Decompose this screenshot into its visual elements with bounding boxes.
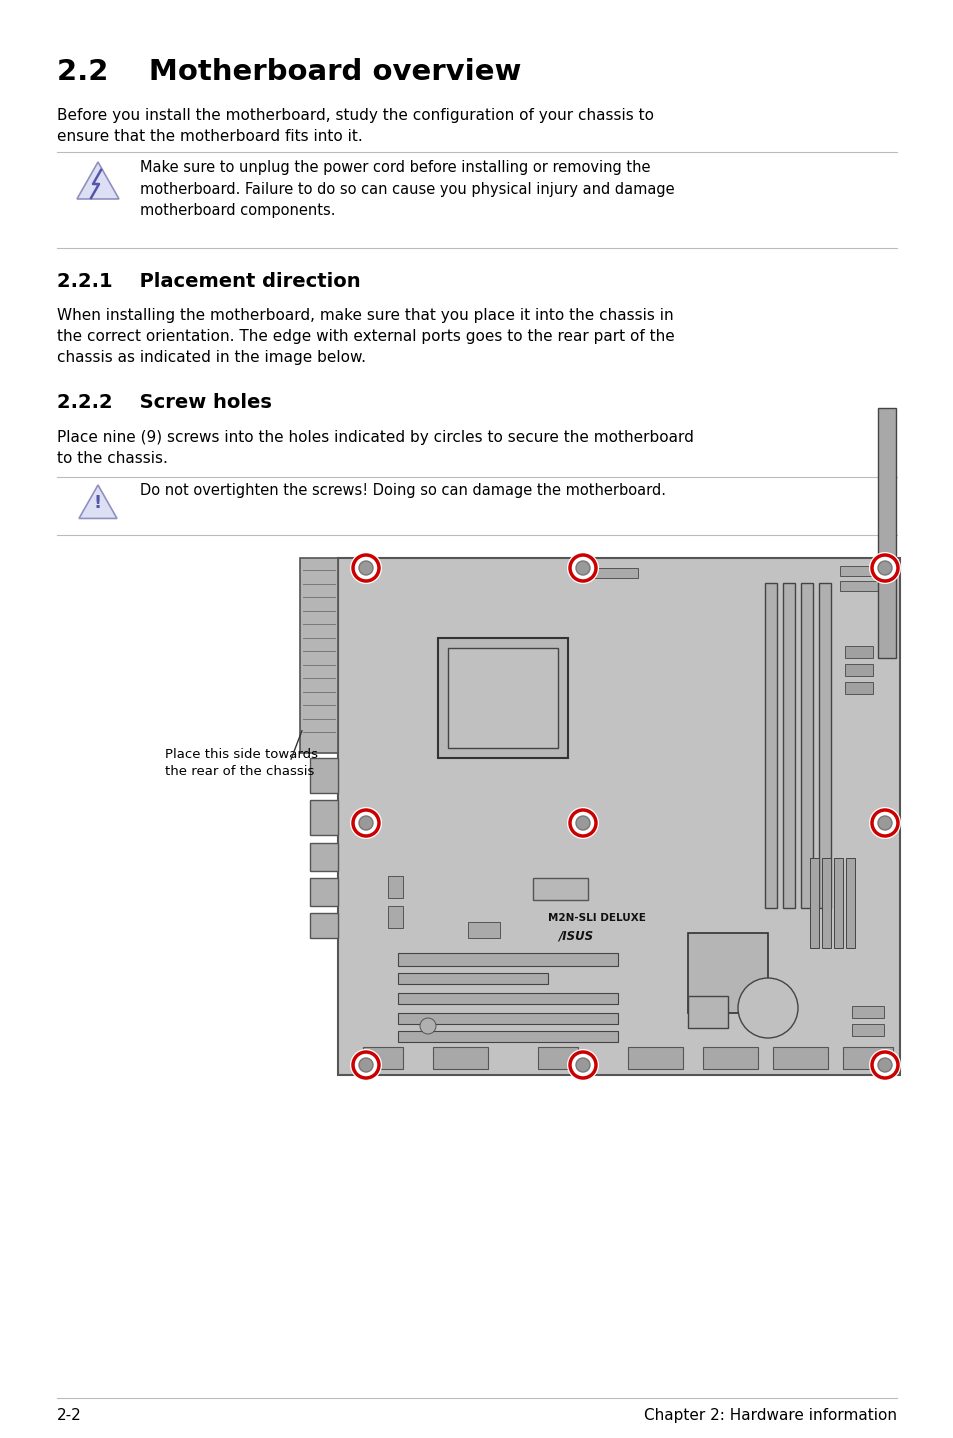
Circle shape xyxy=(569,1053,596,1078)
Text: Place this side towards
the rear of the chassis: Place this side towards the rear of the … xyxy=(165,748,317,778)
Circle shape xyxy=(358,1058,373,1071)
Bar xyxy=(468,922,499,938)
Circle shape xyxy=(569,810,596,835)
Bar xyxy=(433,1047,488,1068)
Circle shape xyxy=(877,815,891,830)
Text: Make sure to unplug the power cord before installing or removing the
motherboard: Make sure to unplug the power cord befor… xyxy=(140,160,674,219)
Bar xyxy=(844,682,872,695)
Bar xyxy=(840,581,884,591)
Bar xyxy=(627,1047,682,1068)
Bar xyxy=(844,646,872,659)
Circle shape xyxy=(353,810,378,835)
Bar xyxy=(801,582,812,907)
Bar xyxy=(437,638,567,758)
Bar xyxy=(687,997,727,1028)
Polygon shape xyxy=(77,162,119,198)
Circle shape xyxy=(868,1048,900,1081)
Circle shape xyxy=(358,815,373,830)
Text: !: ! xyxy=(93,495,102,512)
Bar xyxy=(845,858,854,948)
Bar xyxy=(397,1012,618,1024)
Circle shape xyxy=(868,552,900,584)
Text: Do not overtighten the screws! Doing so can damage the motherboard.: Do not overtighten the screws! Doing so … xyxy=(140,483,665,498)
Text: When installing the motherboard, make sure that you place it into the chassis in: When installing the motherboard, make su… xyxy=(57,308,674,365)
Bar xyxy=(363,1047,402,1068)
Circle shape xyxy=(566,552,598,584)
Bar xyxy=(809,858,818,948)
Bar xyxy=(397,953,618,966)
Bar xyxy=(877,408,895,659)
Bar xyxy=(842,1047,892,1068)
Circle shape xyxy=(350,807,381,838)
Circle shape xyxy=(576,561,589,575)
Circle shape xyxy=(576,815,589,830)
Bar xyxy=(687,933,767,1012)
Bar xyxy=(833,858,842,948)
Bar xyxy=(448,649,558,748)
Bar xyxy=(537,1047,578,1068)
Bar xyxy=(818,582,830,907)
Bar xyxy=(851,1007,883,1018)
Text: Before you install the motherboard, study the configuration of your chassis to
e: Before you install the motherboard, stud… xyxy=(57,108,654,144)
Circle shape xyxy=(877,561,891,575)
Circle shape xyxy=(358,561,373,575)
Circle shape xyxy=(566,807,598,838)
Bar xyxy=(310,758,337,792)
Bar xyxy=(337,558,899,1076)
Bar xyxy=(299,558,337,754)
Bar xyxy=(840,567,884,577)
Circle shape xyxy=(871,810,897,835)
Circle shape xyxy=(868,807,900,838)
Bar xyxy=(397,1031,618,1043)
Bar xyxy=(821,858,830,948)
Circle shape xyxy=(353,1053,378,1078)
Polygon shape xyxy=(79,485,117,519)
Bar xyxy=(388,876,402,897)
Circle shape xyxy=(350,552,381,584)
Bar xyxy=(397,994,618,1004)
Circle shape xyxy=(576,1058,589,1071)
Circle shape xyxy=(566,1048,598,1081)
Bar xyxy=(851,1024,883,1035)
Circle shape xyxy=(871,1053,897,1078)
Text: Place nine (9) screws into the holes indicated by circles to secure the motherbo: Place nine (9) screws into the holes ind… xyxy=(57,430,693,466)
Text: M2N-SLI DELUXE: M2N-SLI DELUXE xyxy=(547,913,645,923)
Bar xyxy=(310,843,337,871)
Bar xyxy=(388,906,402,928)
Circle shape xyxy=(877,1058,891,1071)
Bar xyxy=(310,879,337,906)
Bar xyxy=(310,800,337,835)
Text: /ISUS: /ISUS xyxy=(558,929,593,942)
Text: 2.2.2    Screw holes: 2.2.2 Screw holes xyxy=(57,393,272,413)
Bar xyxy=(764,582,776,907)
Bar xyxy=(533,879,587,900)
Circle shape xyxy=(419,1018,436,1034)
Text: 2.2    Motherboard overview: 2.2 Motherboard overview xyxy=(57,58,521,86)
Circle shape xyxy=(353,555,378,581)
Text: 2.2.1    Placement direction: 2.2.1 Placement direction xyxy=(57,272,360,290)
Circle shape xyxy=(871,555,897,581)
Bar xyxy=(310,913,337,938)
Bar xyxy=(782,582,794,907)
Bar xyxy=(772,1047,827,1068)
Bar xyxy=(397,974,547,984)
Text: 2-2: 2-2 xyxy=(57,1408,82,1424)
Circle shape xyxy=(350,1048,381,1081)
Circle shape xyxy=(569,555,596,581)
Bar xyxy=(844,664,872,676)
Circle shape xyxy=(738,978,797,1038)
Bar xyxy=(582,568,638,578)
Text: Chapter 2: Hardware information: Chapter 2: Hardware information xyxy=(643,1408,896,1424)
Bar xyxy=(702,1047,758,1068)
